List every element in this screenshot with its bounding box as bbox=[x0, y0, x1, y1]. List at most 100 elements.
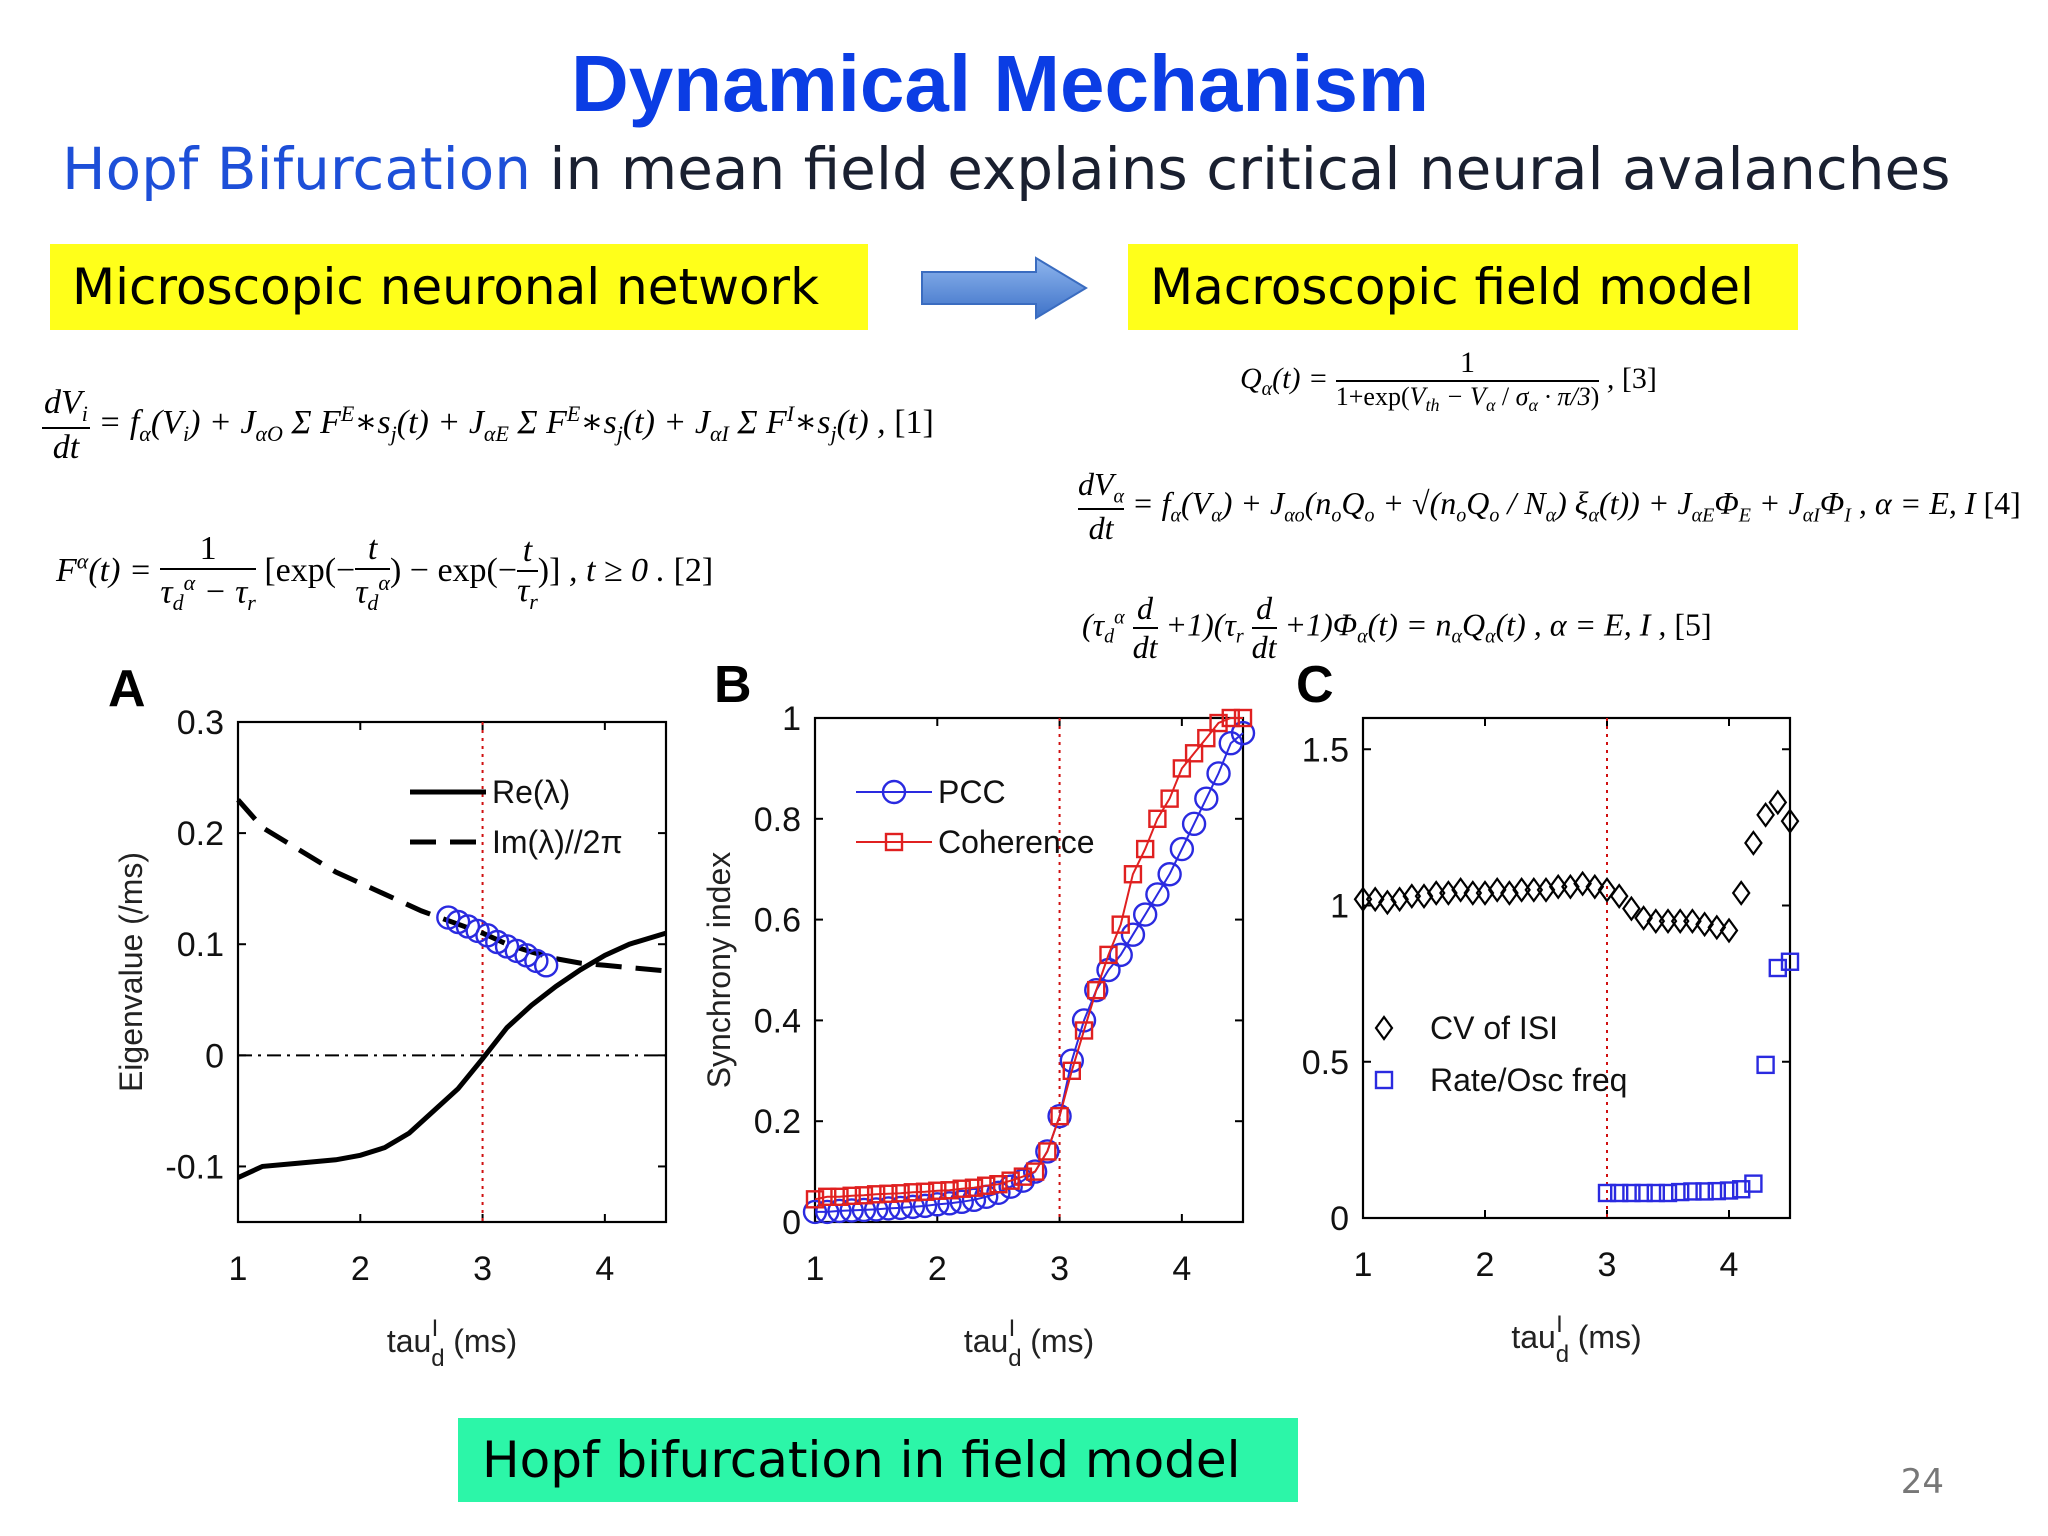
data-point bbox=[1670, 908, 1690, 934]
data-point bbox=[1197, 728, 1216, 748]
data-point bbox=[998, 1174, 1023, 1199]
data-point bbox=[1463, 880, 1483, 906]
data-point bbox=[1780, 808, 1800, 834]
data-point bbox=[1658, 908, 1678, 934]
data-point bbox=[888, 1195, 913, 1221]
legend-label: Im(λ)//2π bbox=[492, 824, 623, 860]
data-point bbox=[1646, 1183, 1666, 1203]
series-rate-osc-freq bbox=[1597, 952, 1800, 1203]
legend: Re(λ) Im(λ)//2π bbox=[410, 774, 623, 860]
axis-frame bbox=[813, 716, 1245, 1224]
data-point bbox=[989, 1174, 1008, 1194]
y-tick-label: 0 bbox=[205, 1037, 224, 1075]
equation-1: dVi dt = fα(Vi) + JαO Σ FE∗sj(t) + JαE Σ … bbox=[42, 384, 934, 466]
series-pcc bbox=[802, 720, 1256, 1225]
data-point bbox=[1184, 744, 1204, 763]
series-markers-2 bbox=[436, 905, 559, 978]
legend-marker bbox=[1374, 1015, 1394, 1041]
chart-panel-a: A 1 2 3 4 -0.1 0 0.1 0.2 0.3 taudI (ms) Eigenvalue … bbox=[108, 660, 668, 1372]
x-tick-label: 1 bbox=[229, 1250, 248, 1288]
x-axis-label: taudI (ms) bbox=[964, 1315, 1094, 1372]
x-tick-label: 1 bbox=[806, 1250, 825, 1288]
data-point bbox=[1622, 1183, 1641, 1203]
data-point bbox=[1695, 911, 1714, 938]
data-point bbox=[1683, 1182, 1702, 1201]
data-point bbox=[1038, 1142, 1057, 1161]
data-point bbox=[952, 1179, 971, 1198]
eq4-tag: [4] bbox=[1983, 485, 2021, 522]
data-point bbox=[1597, 1183, 1617, 1203]
legend-label: PCC bbox=[938, 774, 1006, 810]
data-point bbox=[1087, 980, 1106, 1000]
data-point bbox=[1353, 886, 1373, 913]
data-point bbox=[912, 1193, 938, 1219]
x-tick-label: 4 bbox=[1720, 1246, 1739, 1284]
x-tick-label: 3 bbox=[1050, 1250, 1069, 1288]
data-point bbox=[1111, 915, 1130, 934]
data-point bbox=[815, 1199, 840, 1225]
series-line bbox=[814, 717, 1243, 1201]
legend-marker bbox=[881, 779, 907, 805]
y-tick-label: 0.6 bbox=[754, 902, 801, 940]
data-point bbox=[1233, 708, 1253, 728]
eq3-tag: [3] bbox=[1621, 361, 1657, 395]
eq5-tag: [5] bbox=[1674, 606, 1712, 643]
data-point bbox=[1120, 922, 1146, 947]
axis-frame bbox=[1361, 716, 1792, 1220]
panel-letter: B bbox=[714, 656, 752, 714]
macroscopic-field-box: Macroscopic field model bbox=[1128, 244, 1798, 330]
data-point bbox=[1135, 839, 1155, 859]
legend-marker bbox=[884, 832, 904, 852]
panel-letter: C bbox=[1296, 656, 1334, 714]
data-point bbox=[818, 1187, 837, 1207]
right-arrow-icon bbox=[921, 256, 1088, 320]
data-point bbox=[1780, 952, 1800, 971]
x-tick-label: 1 bbox=[1354, 1246, 1373, 1284]
legend-label: Rate/Osc freq bbox=[1430, 1062, 1627, 1098]
data-point bbox=[827, 1198, 852, 1224]
equation-3: Qα(t) = 1 1+exp(Vth − Vα / σα · π/3) , [3… bbox=[1240, 346, 1657, 416]
data-point bbox=[1451, 877, 1470, 903]
data-point bbox=[1181, 811, 1207, 837]
data-point bbox=[842, 1186, 861, 1205]
legend-marker bbox=[1374, 1070, 1394, 1090]
data-point bbox=[1768, 958, 1788, 978]
data-point bbox=[949, 1189, 974, 1215]
data-point bbox=[1402, 883, 1422, 909]
x-tick-label: 4 bbox=[595, 1250, 614, 1288]
data-point bbox=[1132, 902, 1158, 927]
data-point bbox=[1209, 713, 1228, 733]
series-coherence bbox=[805, 708, 1253, 1209]
data-point bbox=[1646, 908, 1666, 934]
chart-panel-c: C 1 2 3 4 0 0.5 1 1.5 taudI (ms) CV of ISI Rate/Osc… bbox=[1296, 656, 1800, 1368]
data-point bbox=[879, 1184, 898, 1203]
data-point bbox=[961, 1187, 987, 1213]
legend: PCC Coherence bbox=[856, 774, 1095, 860]
series-line bbox=[236, 798, 667, 974]
data-point bbox=[1221, 708, 1240, 728]
data-point bbox=[1013, 1167, 1033, 1186]
data-point bbox=[1194, 786, 1219, 811]
data-point bbox=[1744, 830, 1763, 856]
data-point bbox=[977, 1176, 996, 1195]
hopf-bifurcation-box: Hopf bifurcation in field model bbox=[458, 1418, 1298, 1502]
data-point bbox=[928, 1181, 947, 1200]
data-point bbox=[1047, 1103, 1072, 1129]
y-axis-label: Eigenvalue (/ms) bbox=[113, 852, 149, 1092]
y-axis-label: Synchrony index bbox=[701, 852, 737, 1089]
data-point bbox=[1731, 880, 1751, 906]
data-point bbox=[900, 1194, 926, 1220]
subtitle-rest: in mean field explains critical neural a… bbox=[530, 135, 1951, 203]
y-tick-label: 0 bbox=[782, 1204, 801, 1242]
y-tick-label: 1.5 bbox=[1302, 731, 1349, 769]
data-point bbox=[1585, 873, 1605, 900]
data-point bbox=[1160, 789, 1179, 808]
data-point bbox=[1096, 957, 1121, 983]
data-point bbox=[1670, 1182, 1690, 1202]
panel-letter: A bbox=[108, 660, 146, 718]
series-cv-of-isi bbox=[1353, 789, 1800, 944]
legend-label: Coherence bbox=[938, 824, 1095, 860]
data-point bbox=[805, 1190, 825, 1209]
data-point bbox=[1025, 1162, 1045, 1181]
axis-frame bbox=[236, 720, 668, 1224]
